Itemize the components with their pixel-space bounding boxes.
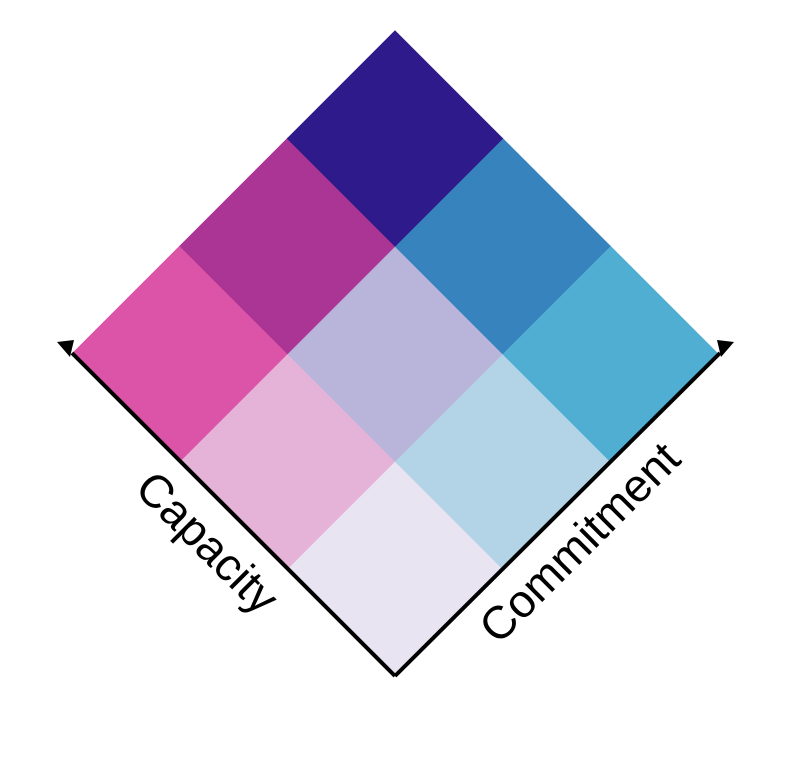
- capacity-axis-line: [70, 351, 397, 678]
- legend-cell-capacity-3-commitment-3: [286, 30, 504, 247]
- legend-color-grid: [71, 30, 719, 677]
- capacity-axis-arrowhead: [57, 340, 74, 357]
- commitment-axis-arrowhead: [717, 340, 734, 357]
- commitment-axis-line: [393, 351, 722, 678]
